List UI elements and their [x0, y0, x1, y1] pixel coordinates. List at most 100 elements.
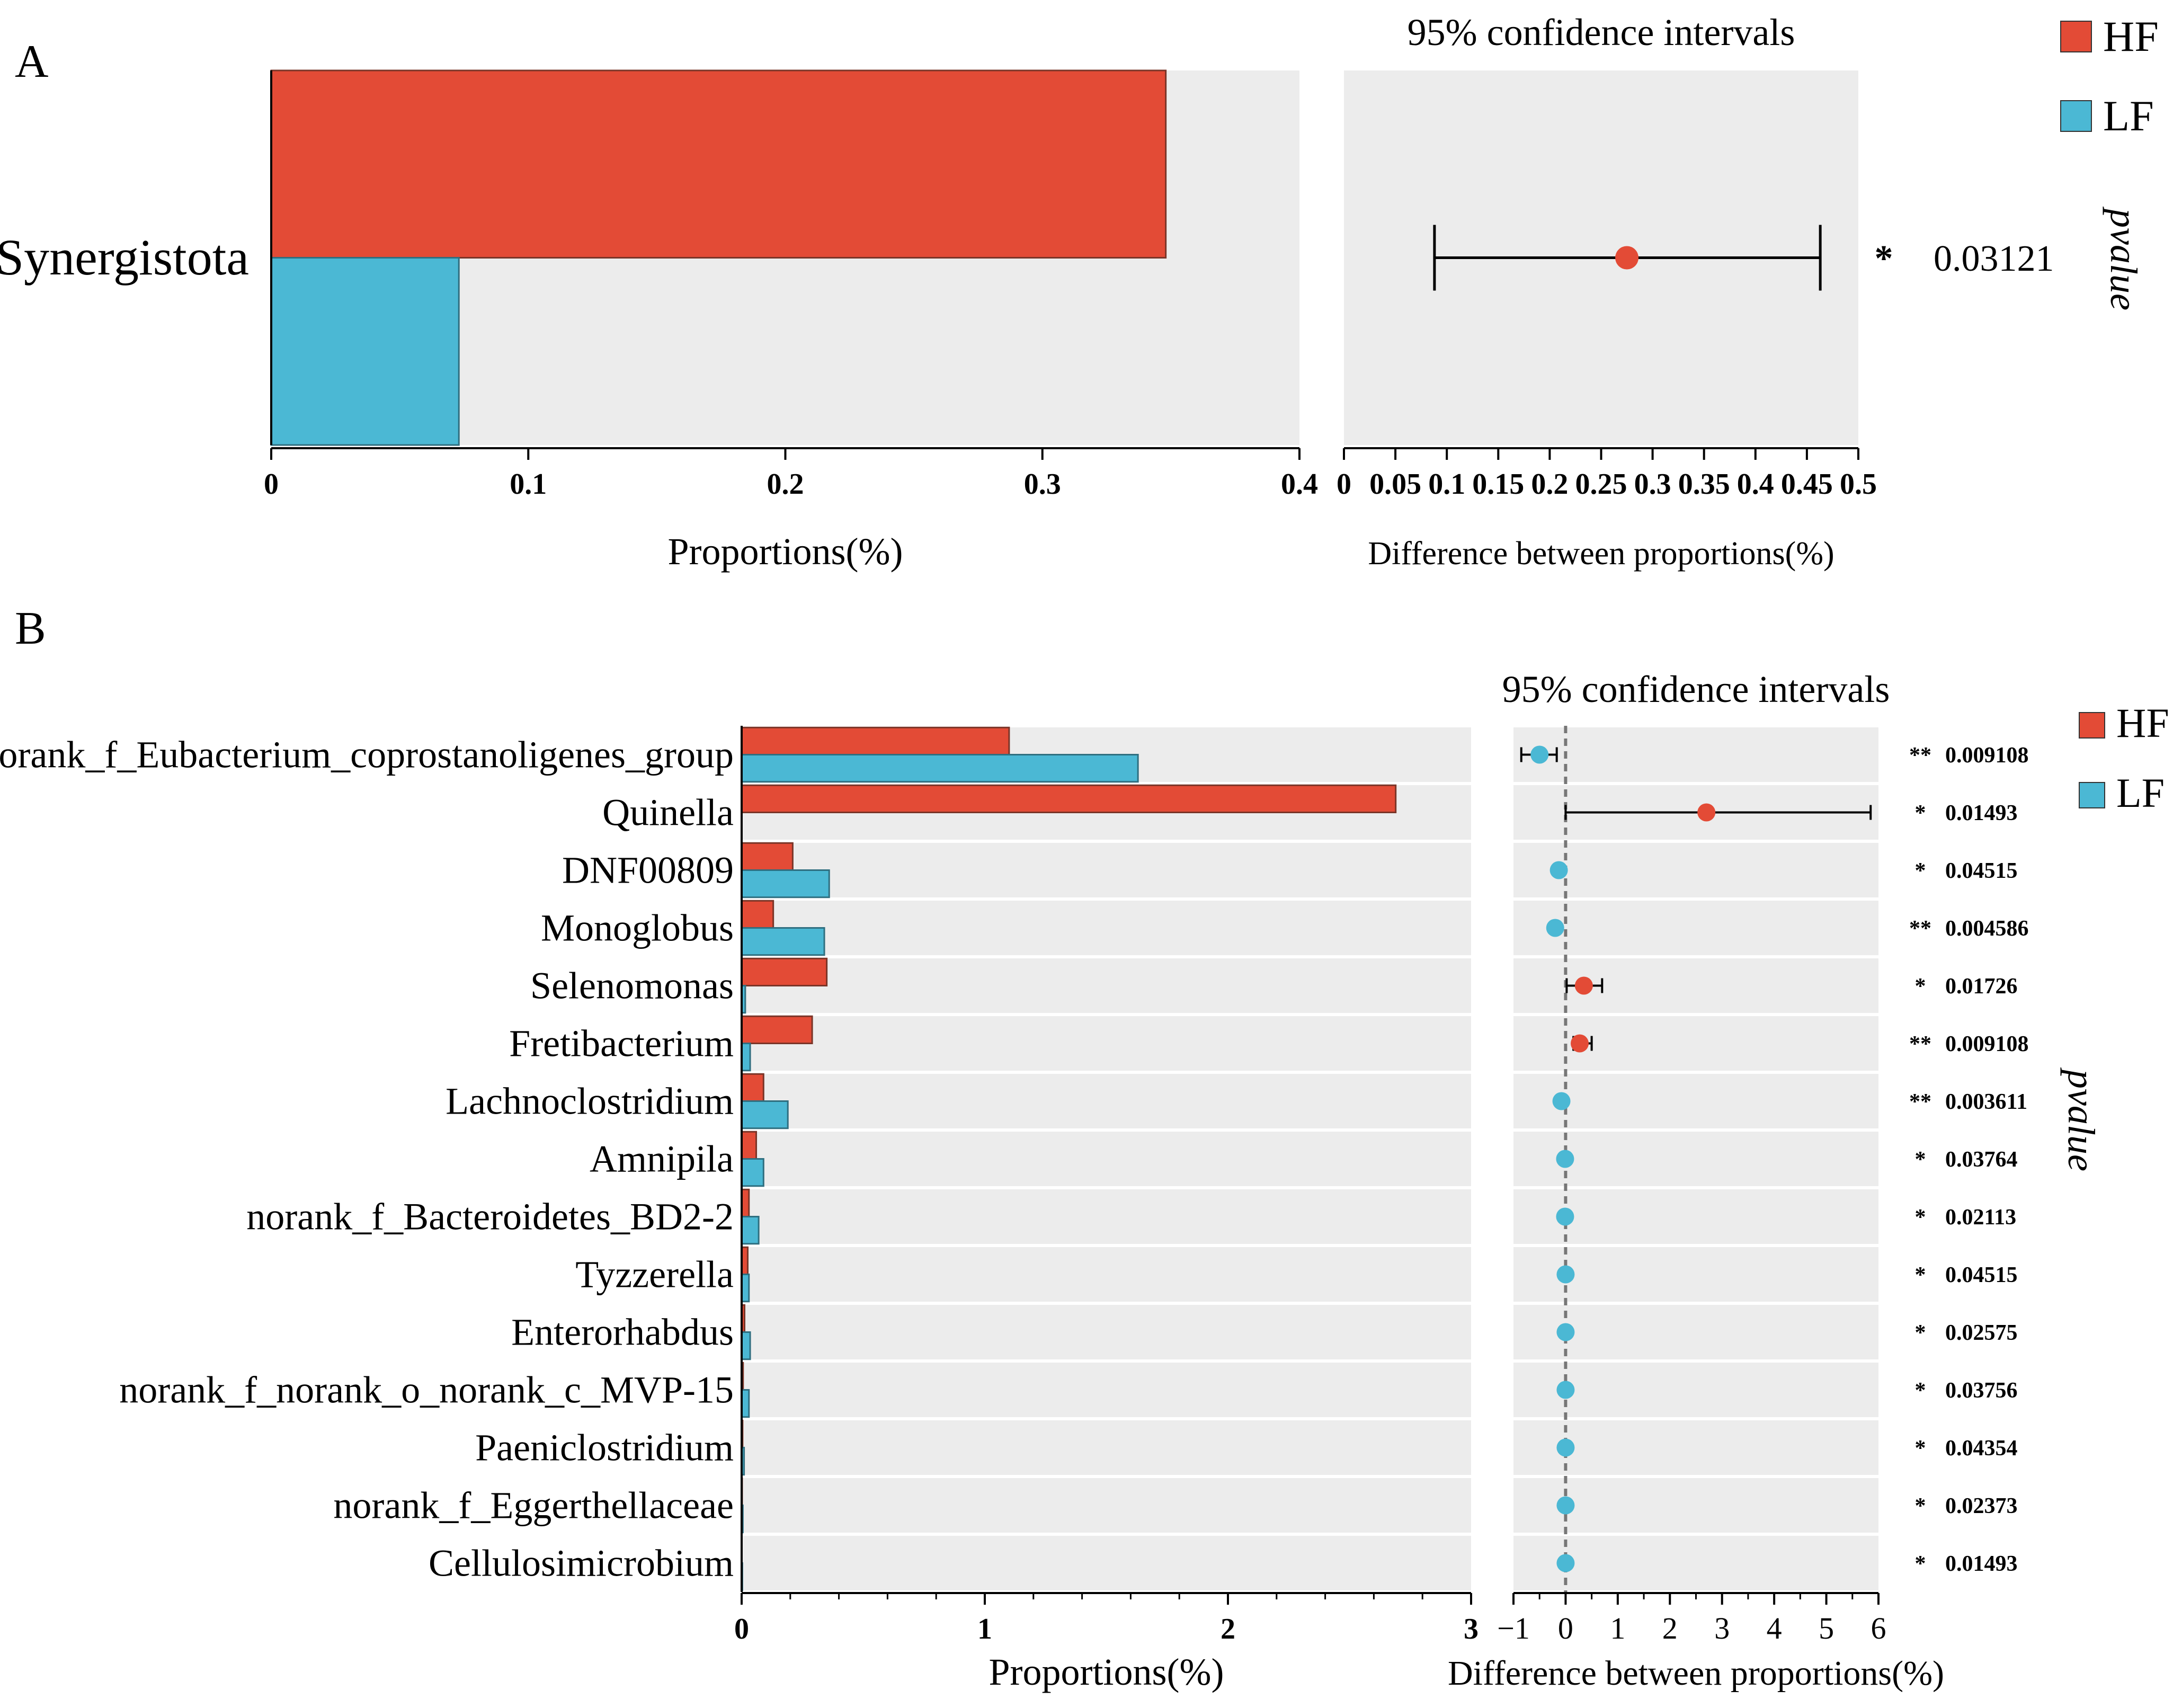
bar-x-tick-label: 0.4 — [1281, 468, 1318, 501]
bar-hf — [741, 726, 1010, 756]
p-value-stars: * — [1915, 1436, 1926, 1461]
p-value-number: 0.04515 — [1945, 859, 2018, 883]
ci-x-tick-label: 0.5 — [1840, 468, 1877, 501]
ci-point — [1530, 745, 1549, 764]
bar-lf — [741, 869, 830, 899]
ci-x-tick-label: 0.25 — [1575, 468, 1627, 501]
category-label: Quinella — [602, 791, 734, 833]
legend-swatch-hf — [2079, 712, 2105, 739]
category-label: Selenomonas — [530, 964, 734, 1007]
bar-row-background — [742, 1536, 1471, 1590]
bar-hf — [741, 842, 794, 871]
bar-row-background — [742, 1189, 1471, 1244]
bar-x-tick-label: 3 — [1464, 1613, 1479, 1645]
category-label: Tyzzerella — [575, 1253, 734, 1295]
bar-row-background — [742, 843, 1471, 897]
bar-row-background — [742, 1420, 1471, 1475]
p-value-stars: * — [1915, 1321, 1926, 1345]
legend-label-hf: HF — [2103, 12, 2159, 60]
panel-label-b: B — [15, 603, 46, 654]
ci-row-background — [1513, 727, 1878, 782]
ci-point — [1556, 1496, 1575, 1515]
bar-lf — [741, 1216, 760, 1245]
bar-row-background — [742, 1305, 1471, 1359]
ci-x-tick-label: 5 — [1819, 1611, 1834, 1645]
ci-point — [1556, 1323, 1575, 1341]
category-label: norank_f_Eubacterium_coprostanoligenes_g… — [0, 733, 734, 776]
bar-lf — [741, 1331, 751, 1360]
bar-hf — [741, 1188, 750, 1218]
bar-row-background — [742, 958, 1471, 1013]
ci-title: 95% confidence intervals — [1408, 11, 1795, 54]
category-label: Monoglobus — [541, 906, 734, 949]
bar-row-background — [742, 901, 1471, 955]
category-label: Fretibacterium — [509, 1022, 734, 1064]
p-value-stars: ** — [1909, 1032, 1931, 1056]
ci-row-background — [1513, 1074, 1878, 1128]
p-value-axis-title: pvalue — [2060, 1067, 2103, 1171]
ci-x-tick-label: 0.1 — [1428, 468, 1465, 501]
bar-hf — [741, 1073, 764, 1102]
ci-x-tick-label: 3 — [1714, 1611, 1730, 1645]
legend-label-hf: HF — [2116, 700, 2169, 746]
ci-x-tick-label: 0 — [1337, 468, 1351, 501]
bar-row-background — [742, 1478, 1471, 1533]
ci-x-tick-label: 0 — [1558, 1611, 1573, 1645]
p-value-stars: * — [1915, 1378, 1926, 1403]
p-value-number: 0.03756 — [1945, 1378, 2018, 1403]
category-label: norank_f_norank_o_norank_c_MVP-15 — [119, 1368, 734, 1411]
ci-x-tick-label: 1 — [1610, 1611, 1625, 1645]
ci-x-tick-label: 0.2 — [1531, 468, 1568, 501]
p-value-stars: * — [1875, 238, 1893, 279]
bar-x-tick-label: 0.2 — [767, 468, 804, 501]
ci-row-background — [1513, 901, 1878, 955]
p-value-number: 0.01726 — [1945, 974, 2018, 999]
ci-point — [1556, 1150, 1574, 1168]
p-value-number: 0.003611 — [1945, 1090, 2027, 1114]
ci-x-tick-label: 6 — [1871, 1611, 1886, 1645]
bar-x-tick-label: 0 — [264, 468, 279, 501]
bar-hf — [741, 1131, 758, 1160]
bar-lf — [741, 1389, 750, 1418]
p-value-number: 0.03764 — [1945, 1147, 2018, 1172]
ci-point — [1556, 1207, 1574, 1226]
bar-x-tick-label: 2 — [1221, 1613, 1235, 1645]
ci-point — [1615, 246, 1639, 270]
ci-x-tick-label: 0.15 — [1472, 468, 1524, 501]
ci-point — [1556, 1438, 1575, 1457]
ci-row-background — [1513, 1132, 1878, 1186]
ci-point — [1697, 803, 1716, 822]
p-value-number: 0.03121 — [1934, 238, 2054, 279]
category-label: norank_f_Bacteroidetes_BD2-2 — [246, 1195, 734, 1238]
p-value-stars: * — [1915, 1263, 1926, 1287]
p-value-stars: * — [1915, 1552, 1926, 1576]
ci-x-tick-label: 2 — [1662, 1611, 1678, 1645]
bar-lf — [741, 1158, 764, 1187]
p-value-stars: * — [1915, 974, 1926, 999]
ci-row-background — [1513, 1016, 1878, 1071]
p-value-axis-title: pvalue — [2103, 206, 2145, 310]
bar-hf — [741, 957, 828, 987]
bar-row-background — [742, 1016, 1471, 1071]
p-value-number: 0.04515 — [1945, 1263, 2018, 1287]
category-label: Enterorhabdus — [511, 1311, 734, 1353]
bar-lf — [741, 1100, 789, 1129]
ci-x-tick-label: 0.05 — [1369, 468, 1421, 501]
bar-hf — [741, 784, 1397, 814]
panel-a: Synergistota 0 0.1 0.2 0.3 0.4 Proportions(%) 9… — [0, 11, 2159, 573]
p-value-number: 0.01493 — [1945, 1552, 2018, 1576]
ci-x-axis-title: Difference between proportions(%) — [1368, 536, 1834, 572]
ci-point — [1574, 976, 1593, 995]
ci-x-tick-label: 0.45 — [1781, 468, 1833, 501]
bar-hf — [741, 900, 774, 929]
p-value-number: 0.004586 — [1945, 917, 2029, 941]
bar-x-axis-title: Proportions(%) — [989, 1651, 1224, 1693]
bar-x-axis-title: Proportions(%) — [668, 530, 903, 573]
category-label: DNF00809 — [562, 849, 734, 891]
category-label: Lachnoclostridium — [446, 1080, 734, 1122]
category-label: norank_f_Eggerthellaceae — [333, 1484, 734, 1526]
p-value-number: 0.009108 — [1945, 1032, 2029, 1056]
p-value-number: 0.009108 — [1945, 743, 2029, 768]
bar-lf — [270, 257, 460, 446]
